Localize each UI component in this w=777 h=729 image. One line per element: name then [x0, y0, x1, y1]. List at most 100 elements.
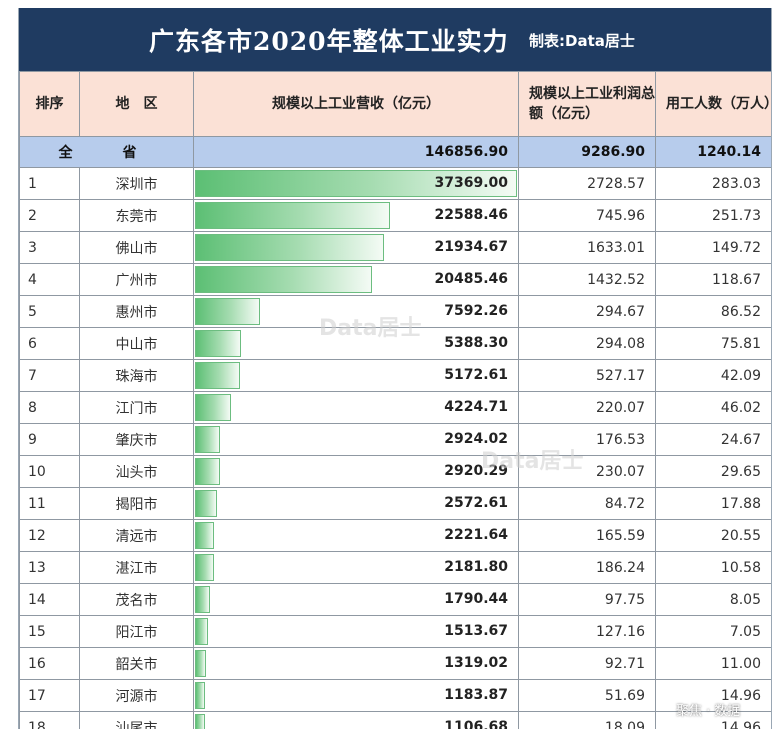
revenue-bar [195, 714, 205, 729]
chart-title: 广东各市2020年整体工业实力 [149, 27, 509, 56]
city-cell: 湛江市 [79, 551, 194, 584]
header-row: 排序 地 区 规模以上工业营收（亿元） 规模以上工业利润总额（亿元） 用工人数（… [19, 71, 771, 137]
revenue-cell: 20485.46 [193, 263, 519, 296]
rank-cell: 6 [19, 327, 80, 360]
city-cell: 阳江市 [79, 615, 194, 648]
revenue-cell: 2181.80 [193, 551, 519, 584]
revenue-value: 2920.29 [444, 463, 508, 479]
profit-cell: 527.17 [518, 359, 656, 392]
employees-cell: 11.00 [655, 647, 771, 680]
profit-cell: 18.09 [518, 711, 656, 729]
revenue-cell: 22588.46 [193, 199, 519, 232]
total-label: 全 省 [19, 136, 194, 168]
revenue-cell: 21934.67 [193, 231, 519, 264]
revenue-value: 2181.80 [444, 559, 508, 575]
table-row: 2 东莞市 22588.46 745.96 251.73 [19, 199, 771, 232]
profit-cell: 294.67 [518, 295, 656, 328]
employees-cell: 86.52 [655, 295, 771, 328]
revenue-bar [195, 170, 517, 197]
header-employees: 用工人数（万人） [655, 71, 771, 137]
revenue-cell: 2221.64 [193, 519, 519, 552]
profit-cell: 176.53 [518, 423, 656, 456]
revenue-bar [195, 426, 221, 453]
revenue-bar [195, 202, 390, 229]
rank-cell: 3 [19, 231, 80, 264]
table-row: 7 珠海市 5172.61 527.17 42.09 [19, 359, 771, 392]
rank-cell: 7 [19, 359, 80, 392]
employees-cell: 8.05 [655, 583, 771, 616]
table-row: 17 河源市 1183.87 51.69 14.96 [19, 679, 771, 712]
city-cell: 揭阳市 [79, 487, 194, 520]
rank-cell: 14 [19, 583, 80, 616]
city-cell: 广州市 [79, 263, 194, 296]
employees-cell: 251.73 [655, 199, 771, 232]
revenue-cell: 2924.02 [193, 423, 519, 456]
rank-cell: 11 [19, 487, 80, 520]
title-bar: 广东各市2020年整体工业实力 制表:Data居士 [19, 8, 771, 71]
data-table: 排序 地 区 规模以上工业营收（亿元） 规模以上工业利润总额（亿元） 用工人数（… [19, 71, 771, 729]
employees-cell: 14.96 [655, 679, 771, 712]
city-cell: 深圳市 [79, 167, 194, 200]
employees-cell: 14.96 [655, 711, 771, 729]
total-revenue: 146856.90 [193, 136, 519, 168]
table-row: 10 汕头市 2920.29 230.07 29.65 [19, 455, 771, 488]
table-row: 15 阳江市 1513.67 127.16 7.05 [19, 615, 771, 648]
revenue-bar [195, 234, 384, 261]
revenue-value: 22588.46 [434, 207, 508, 223]
revenue-value: 20485.46 [434, 271, 508, 287]
table-row: 5 惠州市 7592.26 294.67 86.52 [19, 295, 771, 328]
city-cell: 茂名市 [79, 583, 194, 616]
header-rank: 排序 [19, 71, 80, 137]
profit-cell: 1432.52 [518, 263, 656, 296]
employees-cell: 24.67 [655, 423, 771, 456]
revenue-cell: 1319.02 [193, 647, 519, 680]
revenue-bar [195, 266, 372, 293]
city-cell: 汕头市 [79, 455, 194, 488]
revenue-value: 1319.02 [444, 655, 508, 671]
revenue-value: 7592.26 [444, 303, 508, 319]
table-row: 9 肇庆市 2924.02 176.53 24.67 [19, 423, 771, 456]
revenue-bar [195, 682, 206, 709]
rank-cell: 10 [19, 455, 80, 488]
revenue-bar [195, 458, 221, 485]
credit-label: 制表:Data居士 [529, 32, 635, 50]
employees-cell: 283.03 [655, 167, 771, 200]
rank-cell: 9 [19, 423, 80, 456]
city-cell: 江门市 [79, 391, 194, 424]
city-cell: 清远市 [79, 519, 194, 552]
profit-cell: 127.16 [518, 615, 656, 648]
table-frame: 广东各市2020年整体工业实力 制表:Data居士 排序 地 区 规模以上工业营… [18, 8, 772, 729]
revenue-value: 1106.68 [444, 719, 508, 729]
employees-cell: 10.58 [655, 551, 771, 584]
profit-cell: 186.24 [518, 551, 656, 584]
revenue-bar [195, 330, 242, 357]
revenue-cell: 2920.29 [193, 455, 519, 488]
city-cell: 韶关市 [79, 647, 194, 680]
revenue-bar [195, 362, 240, 389]
table-row: 16 韶关市 1319.02 92.71 11.00 [19, 647, 771, 680]
table-row: 1 深圳市 37369.00 2728.57 283.03 [19, 167, 771, 200]
profit-cell: 92.71 [518, 647, 656, 680]
profit-cell: 97.75 [518, 583, 656, 616]
table-row: 12 清远市 2221.64 165.59 20.55 [19, 519, 771, 552]
employees-cell: 46.02 [655, 391, 771, 424]
revenue-cell: 5388.30 [193, 327, 519, 360]
revenue-value: 2924.02 [444, 431, 508, 447]
revenue-value: 2572.61 [444, 495, 508, 511]
table-row: 18 汕尾市 1106.68 18.09 14.96 [19, 711, 771, 729]
rank-cell: 12 [19, 519, 80, 552]
revenue-cell: 7592.26 [193, 295, 519, 328]
revenue-value: 5388.30 [444, 335, 508, 351]
profit-cell: 84.72 [518, 487, 656, 520]
revenue-bar [195, 394, 232, 421]
table-row: 6 中山市 5388.30 294.08 75.81 [19, 327, 771, 360]
header-region: 地 区 [79, 71, 194, 137]
employees-cell: 29.65 [655, 455, 771, 488]
table-row: 3 佛山市 21934.67 1633.01 149.72 [19, 231, 771, 264]
revenue-value: 37369.00 [434, 175, 508, 191]
employees-cell: 75.81 [655, 327, 771, 360]
rank-cell: 18 [19, 711, 80, 729]
rank-cell: 4 [19, 263, 80, 296]
revenue-bar [195, 618, 209, 645]
revenue-bar [195, 650, 207, 677]
